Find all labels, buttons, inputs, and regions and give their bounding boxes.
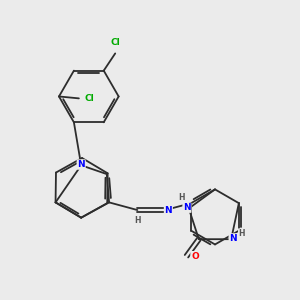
Text: N: N bbox=[183, 203, 191, 212]
Text: H: H bbox=[238, 229, 245, 238]
Text: N: N bbox=[77, 160, 85, 169]
Text: N: N bbox=[229, 234, 237, 243]
Text: N: N bbox=[164, 206, 172, 214]
Text: H: H bbox=[134, 216, 141, 225]
Text: O: O bbox=[191, 252, 199, 261]
Text: Cl: Cl bbox=[111, 38, 121, 47]
Text: H: H bbox=[178, 193, 184, 202]
Text: Cl: Cl bbox=[85, 94, 94, 103]
